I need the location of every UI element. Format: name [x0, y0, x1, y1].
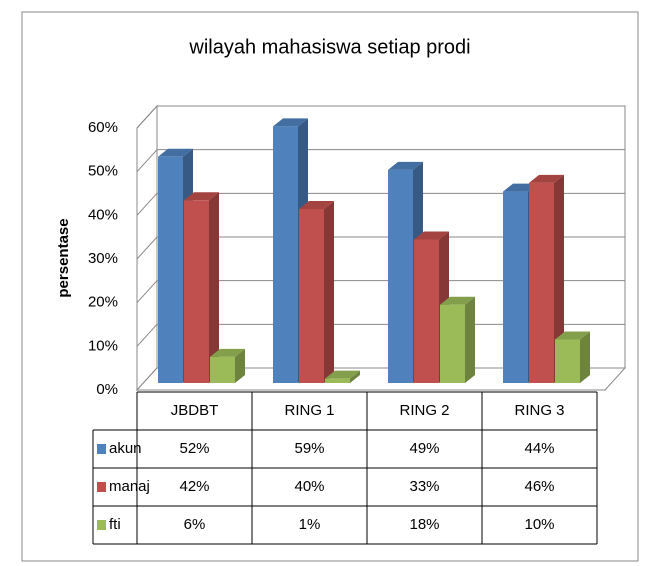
grid-line-side — [136, 323, 158, 347]
bar-side — [209, 192, 219, 383]
y-tick-label: 40% — [88, 206, 118, 223]
bar-side — [350, 370, 360, 383]
table-value: 52% — [179, 440, 209, 457]
table-value: 42% — [179, 478, 209, 495]
bar-top — [414, 231, 449, 240]
bar — [555, 339, 580, 383]
y-tick-label: 60% — [88, 119, 118, 136]
grid-line-side — [136, 236, 158, 260]
legend-swatch — [97, 520, 106, 530]
y-tick-label: 20% — [88, 294, 118, 311]
bar-top — [299, 201, 334, 209]
bar-side — [235, 348, 245, 383]
table-value: 59% — [294, 440, 324, 457]
bar-side — [465, 296, 475, 383]
table-value: 49% — [409, 440, 439, 457]
y-tick-label: 30% — [88, 250, 118, 267]
bar-top — [388, 161, 423, 170]
bar — [210, 356, 235, 383]
x-tick-label: RING 1 — [284, 402, 334, 419]
bar-side — [580, 331, 590, 383]
x-tick-label: JBDBT — [171, 402, 219, 419]
bar — [529, 182, 554, 383]
y-axis-label: persentase — [55, 218, 72, 297]
bar-top — [440, 296, 475, 305]
bar-top — [529, 174, 564, 183]
bar — [273, 126, 298, 383]
bar-top — [184, 192, 219, 201]
legend-label: fti — [109, 516, 121, 533]
bar-side — [324, 201, 334, 383]
table-value: 10% — [524, 516, 554, 533]
chart-title: wilayah mahasiswa setiap prodi — [188, 36, 470, 58]
legend-swatch — [97, 444, 106, 454]
table-value: 46% — [524, 478, 554, 495]
bar — [414, 239, 439, 383]
legend-swatch — [97, 482, 106, 492]
bar — [325, 378, 350, 383]
bar — [299, 209, 324, 383]
grid-line-side — [136, 149, 158, 173]
bar-side — [554, 174, 564, 383]
y-tick-label: 50% — [88, 163, 118, 180]
bar-top — [325, 370, 360, 379]
grid-line-side — [136, 192, 158, 216]
y-tick-label: 10% — [88, 337, 118, 354]
table-value: 44% — [524, 440, 554, 457]
grid-line-side — [136, 105, 158, 129]
table-value: 33% — [409, 478, 439, 495]
table-value: 1% — [299, 516, 321, 533]
y-tick-label: 0% — [96, 381, 118, 398]
table-value: 18% — [409, 516, 439, 533]
bar — [184, 200, 209, 383]
legend-label: akun — [109, 440, 142, 457]
bar — [440, 304, 465, 383]
bar — [158, 156, 183, 383]
table-value: 40% — [294, 478, 324, 495]
x-tick-label: RING 3 — [514, 402, 564, 419]
bar-top — [210, 348, 245, 357]
bar — [503, 191, 528, 383]
grid-line-side — [136, 280, 158, 304]
x-tick-label: RING 2 — [399, 402, 449, 419]
bar-top — [158, 148, 193, 157]
table-value: 6% — [184, 516, 206, 533]
bar — [388, 169, 413, 383]
bar-top — [273, 118, 308, 127]
bar-top — [555, 331, 590, 340]
legend-label: manaj — [109, 478, 150, 495]
